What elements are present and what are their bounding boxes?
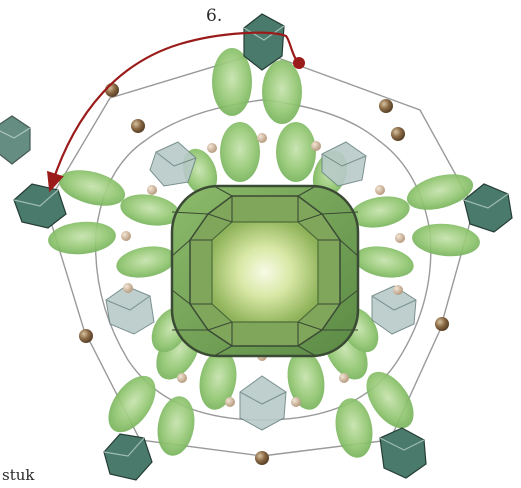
- drop-bead-icon: [354, 246, 414, 278]
- pearl-bead-icon: [79, 329, 93, 343]
- bicone-crystal-icon: [105, 285, 155, 335]
- drop-bead-icon: [412, 223, 480, 257]
- bicone-crystal-icon: [103, 433, 153, 481]
- drop-bead-icon: [120, 194, 180, 226]
- octagon-rivoli-stone-icon: [170, 184, 360, 358]
- pearl-bead-icon: [255, 451, 269, 465]
- bicone-crystal-icon: [371, 285, 417, 335]
- pearl-bead-icon: [391, 127, 405, 141]
- round-seed-bead-icon: [207, 143, 217, 153]
- drop-bead-icon: [406, 174, 474, 210]
- step-label: 6.: [206, 6, 223, 26]
- pearl-bead-icon: [105, 83, 119, 97]
- round-seed-bead-icon: [311, 141, 321, 151]
- pearl-bead-icon: [131, 119, 145, 133]
- round-seed-bead-icon: [177, 373, 187, 383]
- drop-bead-icon: [58, 170, 126, 206]
- drop-bead-icon: [212, 48, 252, 116]
- bicone-crystal-icon: [0, 115, 31, 165]
- drop-bead-icon: [287, 350, 325, 410]
- round-seed-bead-icon: [225, 397, 235, 407]
- drop-bead-icon: [116, 246, 176, 278]
- drop-bead-icon: [48, 221, 116, 255]
- pearl-bead-icon: [435, 317, 449, 331]
- round-seed-bead-icon: [123, 283, 133, 293]
- round-seed-bead-icon: [257, 133, 267, 143]
- bicone-crystal-icon: [239, 375, 287, 431]
- round-seed-bead-icon: [291, 397, 301, 407]
- bicone-crystal-icon: [379, 427, 427, 479]
- drop-bead-icon: [220, 122, 260, 182]
- round-seed-bead-icon: [147, 185, 157, 195]
- bicone-crystal-icon: [321, 141, 367, 187]
- round-seed-bead-icon: [375, 185, 385, 195]
- pearl-bead-icon: [379, 99, 393, 113]
- drop-bead-icon: [199, 350, 237, 410]
- bicone-crystal-icon: [463, 183, 513, 233]
- pearls: [79, 83, 449, 465]
- caption-text: stuk: [2, 466, 35, 484]
- bicone-crystal-icon: [149, 141, 197, 187]
- light-crystals: [105, 141, 417, 431]
- round-seed-bead-icon: [395, 233, 405, 243]
- drop-bead-icon: [366, 371, 414, 429]
- round-seed-bead-icon: [121, 231, 131, 241]
- drop-bead-icon: [350, 196, 410, 228]
- bicone-crystal-icon: [13, 183, 67, 229]
- arrow-path-icon: [47, 31, 305, 193]
- drop-bead-icon: [335, 398, 373, 458]
- round-seed-bead-icon: [339, 373, 349, 383]
- small-round-beads: [121, 133, 405, 407]
- dark-crystals: [0, 13, 513, 481]
- drop-bead-icon: [262, 60, 302, 124]
- round-seed-bead-icon: [393, 285, 403, 295]
- drop-bead-icon: [157, 396, 195, 456]
- drop-bead-icon: [276, 122, 316, 182]
- drop-bead-icon: [108, 375, 156, 433]
